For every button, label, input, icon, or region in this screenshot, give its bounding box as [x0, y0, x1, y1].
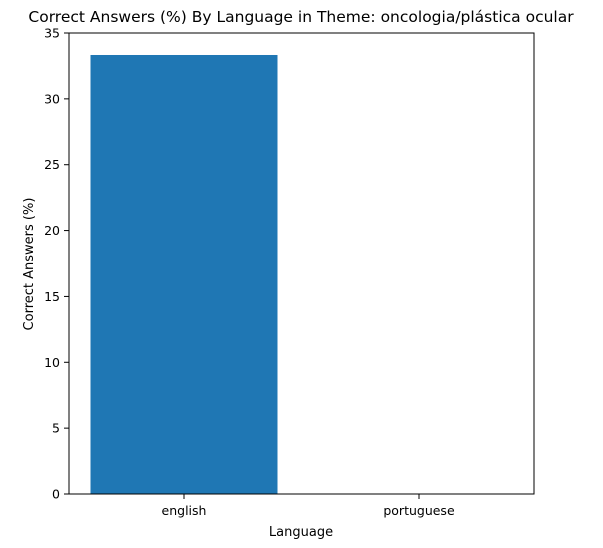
y-tick-label: 0: [52, 487, 60, 502]
x-tick-label-portuguese: portuguese: [383, 503, 455, 518]
y-axis-ticks: 0 5 10 15 20 25 30 35: [44, 26, 69, 502]
chart-title: Correct Answers (%) By Language in Theme…: [28, 8, 574, 26]
y-tick-label: 10: [44, 355, 60, 370]
y-tick-label: 35: [44, 26, 60, 41]
bar-english: [90, 54, 278, 495]
y-axis-label: Correct Answers (%): [22, 198, 37, 331]
bars: [90, 54, 278, 495]
x-axis-label: Language: [269, 525, 333, 540]
y-tick-label: 5: [52, 421, 60, 436]
y-tick-label: 30: [44, 91, 60, 106]
y-tick-label: 20: [44, 223, 60, 238]
x-axis-ticks: english portuguese: [162, 494, 455, 518]
plot-frame: [68, 32, 535, 495]
x-tick-label-english: english: [162, 503, 207, 518]
y-tick-label: 15: [44, 289, 60, 304]
y-tick-label: 25: [44, 157, 60, 172]
